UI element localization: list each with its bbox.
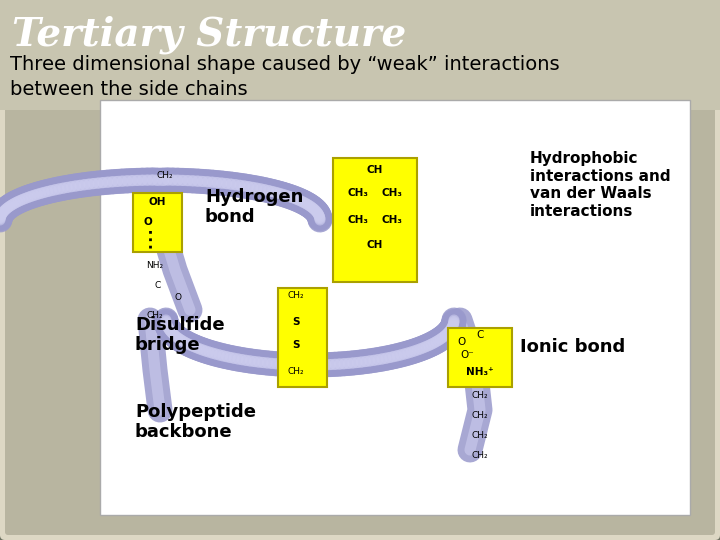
Text: Disulfide
bridge: Disulfide bridge (135, 315, 225, 354)
FancyBboxPatch shape (278, 288, 327, 387)
Text: OH: OH (148, 197, 166, 207)
Text: O: O (458, 337, 466, 347)
Text: CH₂: CH₂ (472, 430, 488, 440)
Text: CH: CH (366, 240, 383, 250)
FancyBboxPatch shape (333, 158, 417, 282)
Text: Polypeptide
backbone: Polypeptide backbone (135, 403, 256, 441)
Text: CH₂: CH₂ (288, 291, 305, 300)
Text: NH₂: NH₂ (146, 260, 163, 269)
Text: O: O (174, 294, 181, 302)
Text: NH₃⁺: NH₃⁺ (466, 367, 494, 377)
Text: CH₃: CH₃ (348, 188, 369, 198)
Text: CH₃: CH₃ (382, 215, 402, 225)
Text: Three dimensional shape caused by “weak” interactions
between the side chains: Three dimensional shape caused by “weak”… (10, 55, 559, 99)
Text: C: C (477, 330, 484, 340)
FancyBboxPatch shape (133, 193, 182, 252)
Text: CH₂: CH₂ (472, 450, 488, 460)
Text: S: S (292, 317, 300, 327)
Text: CH₂: CH₂ (472, 390, 488, 400)
Text: Hydrophobic
interactions and
van der Waals
interactions: Hydrophobic interactions and van der Waa… (530, 151, 670, 219)
FancyBboxPatch shape (100, 100, 690, 515)
Text: CH₃: CH₃ (382, 188, 402, 198)
Text: O: O (143, 217, 153, 227)
Text: CH₂: CH₂ (157, 171, 174, 179)
Text: S: S (292, 340, 300, 350)
FancyBboxPatch shape (5, 5, 715, 535)
Text: CH₂: CH₂ (147, 310, 163, 320)
Text: C: C (155, 280, 161, 289)
Text: CH: CH (366, 165, 383, 175)
Text: O⁻: O⁻ (460, 350, 474, 360)
Bar (0, 0, 720, 110)
Text: Tertiary Structure: Tertiary Structure (12, 16, 406, 54)
FancyBboxPatch shape (448, 328, 512, 387)
Text: CH₂: CH₂ (472, 410, 488, 420)
Text: CH₃: CH₃ (348, 215, 369, 225)
Text: CH₂: CH₂ (288, 368, 305, 376)
Text: Hydrogen
bond: Hydrogen bond (205, 187, 303, 226)
Text: Ionic bond: Ionic bond (520, 338, 625, 356)
